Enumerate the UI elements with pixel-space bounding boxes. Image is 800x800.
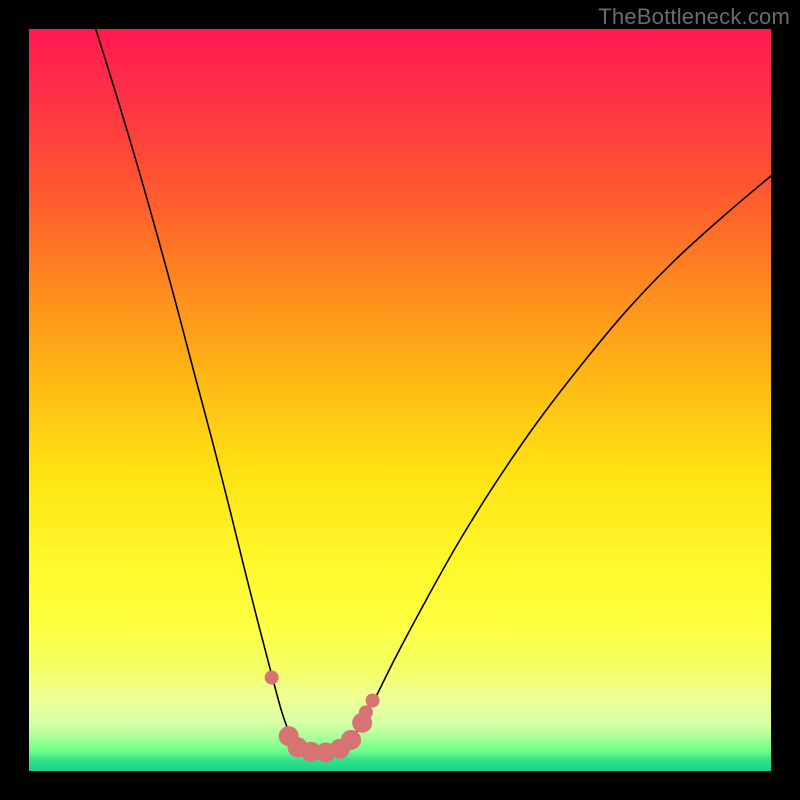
marker-point xyxy=(341,730,361,750)
marker-point xyxy=(359,705,373,719)
chart-stage: TheBottleneck.com xyxy=(0,0,800,800)
plot-background-gradient xyxy=(29,29,771,771)
marker-point xyxy=(366,694,380,708)
chart-svg xyxy=(0,0,800,800)
watermark-text: TheBottleneck.com xyxy=(598,4,790,30)
marker-point xyxy=(265,671,279,685)
